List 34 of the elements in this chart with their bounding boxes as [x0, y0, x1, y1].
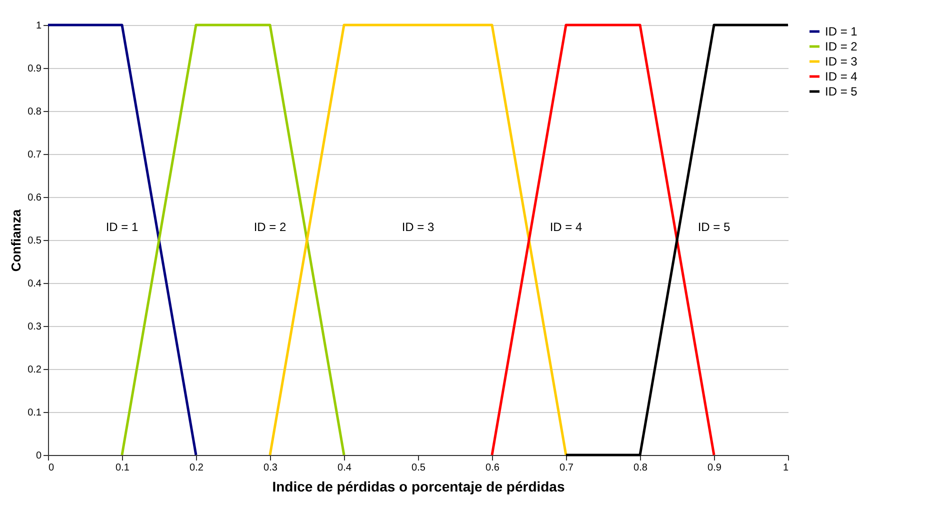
x-tick-label: 0.4 — [338, 462, 352, 474]
x-tick-label: 0.8 — [634, 462, 648, 474]
legend-label: ID = 3 — [825, 54, 858, 68]
y-axis-title: Confianza — [8, 208, 24, 272]
x-tick-label: 0.7 — [560, 462, 574, 474]
y-tick-label: 0.1 — [28, 408, 42, 418]
y-tick-label: 0.9 — [28, 64, 42, 74]
annotation: ID = 4 — [550, 220, 582, 234]
legend-label: ID = 4 — [825, 70, 858, 84]
x-tick-label: 0 — [48, 462, 54, 474]
x-axis-title: Indice de pérdidas o porcentaje de pérdidas — [272, 478, 565, 494]
annotation: ID = 5 — [698, 220, 730, 234]
annotation: ID = 2 — [254, 220, 286, 234]
y-tick-label: 0.7 — [28, 150, 42, 160]
y-tick-label: 0.3 — [28, 322, 42, 332]
legend-label: ID = 5 — [825, 84, 858, 98]
x-tick-label: 0.9 — [708, 462, 722, 474]
x-tick-label: 0.6 — [486, 462, 500, 474]
y-tick-label: 0.4 — [28, 278, 42, 290]
annotation: ID = 3 — [402, 220, 434, 234]
x-tick-label: 0.3 — [264, 462, 278, 474]
y-tick-label: 0.6 — [28, 192, 42, 204]
legend-label: ID = 2 — [825, 40, 858, 54]
y-tick-label: 0 — [36, 450, 42, 462]
x-tick-label: 1 — [782, 462, 789, 474]
y-tick-label: 1 — [36, 20, 42, 32]
x-tick-label: 0.1 — [116, 462, 130, 474]
y-tick-label: 0.2 — [28, 364, 42, 376]
y-tick-label: 0.5 — [28, 236, 42, 246]
legend-label: ID = 1 — [825, 24, 858, 38]
x-tick-label: 0.2 — [190, 462, 204, 474]
y-tick-label: 0.8 — [28, 106, 42, 118]
annotation: ID = 1 — [106, 220, 138, 234]
x-tick-label: 0.5 — [412, 462, 426, 474]
